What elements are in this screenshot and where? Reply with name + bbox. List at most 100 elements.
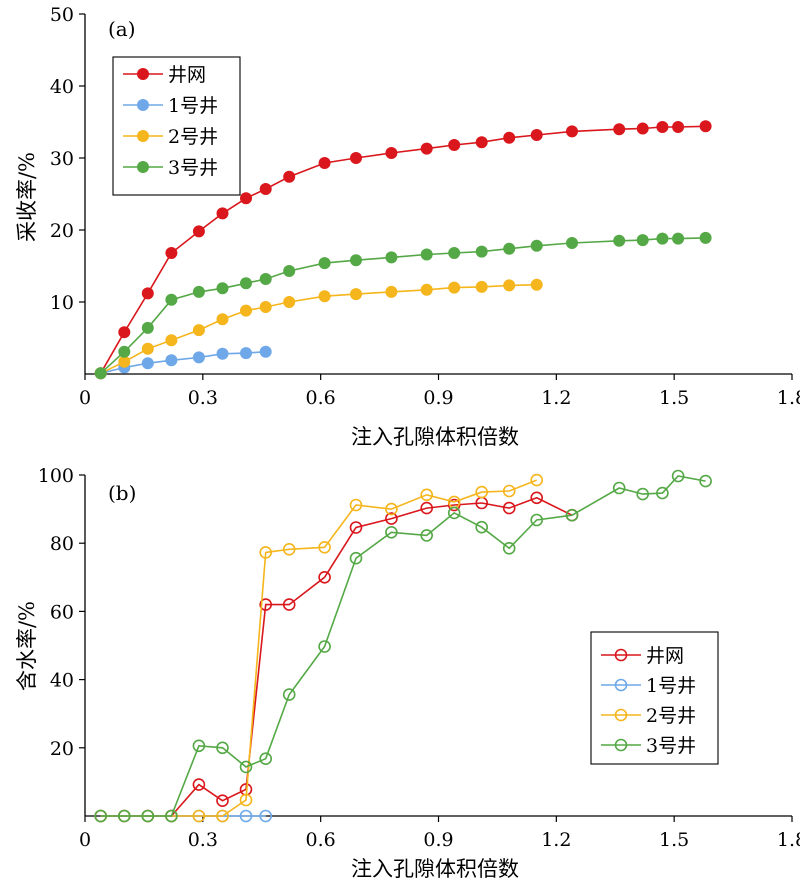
chart-b-data-point	[656, 486, 669, 500]
chart-b-y-tick-label: 80	[50, 533, 74, 555]
chart-a-y-tick-label: 50	[50, 4, 74, 26]
chart-a-data-point	[448, 281, 461, 294]
chart-a-legend-label: 井网	[168, 64, 206, 86]
chart-a-data-point	[259, 273, 272, 285]
chart-b-data-point	[475, 520, 489, 534]
chart-b-data-point	[282, 688, 296, 701]
chart-b-x-tick-label: 1.8	[777, 829, 800, 851]
chart-a-data-point	[259, 183, 272, 195]
chart-a-data-point	[283, 170, 296, 183]
chart-b-data-point	[447, 498, 461, 512]
chart-a-x-tick-label: 1.5	[659, 387, 689, 409]
chart-a-data-point	[165, 354, 178, 367]
chart-a-legend-swatch-marker	[137, 161, 149, 173]
chart-b-data-point	[349, 521, 363, 534]
chart-a-data-point	[636, 234, 649, 247]
chart-a-legend-swatch-marker	[137, 130, 149, 142]
chart-a-data-point	[216, 313, 229, 326]
chart-b-data-point	[447, 506, 461, 520]
chart-b-data-point	[699, 474, 712, 488]
chart-a-x-tick-label: 0.3	[188, 387, 218, 409]
chart-a-legend-label: 2号井	[168, 126, 218, 148]
chart-b-data-point	[216, 741, 229, 755]
chart-b-legend-swatch-marker	[614, 678, 628, 692]
chart-a-x-axis-label: 注入孔隙体积倍数	[351, 425, 519, 449]
chart-b-data-point	[318, 640, 331, 653]
chart-b-data-point	[192, 809, 206, 823]
chart-a-data-point	[240, 192, 252, 205]
chart-a: (a) 注入孔隙体积倍数 采收率/% 0 0.3 0.6 0.9 1.2 1.5 1.8 10…	[15, 4, 800, 449]
chart-b-y-tick-label: 100	[38, 465, 74, 487]
chart-b-data-point	[192, 778, 206, 791]
chart-b-data-point	[192, 739, 206, 753]
chart-a-legend-swatch-marker	[137, 99, 149, 111]
chart-b-data-point	[318, 570, 331, 584]
chart-a-data-point	[448, 139, 461, 151]
chart-a-y-tick-label: 30	[50, 148, 74, 170]
chart-b-data-point	[259, 752, 273, 766]
chart-a-data-point	[530, 239, 543, 252]
chart-a-legend-box	[112, 56, 241, 196]
chart-a-data-point	[503, 131, 516, 144]
chart-b-data-point	[502, 484, 516, 498]
chart-b-y-tick-label: 20	[50, 738, 74, 760]
chart-b-x-tick-label: 0	[79, 829, 91, 851]
chart-b-y-tick-label: 60	[50, 601, 74, 623]
chart-a-legend-label: 3号井	[168, 157, 218, 179]
chart-a-data-point	[192, 324, 205, 337]
chart-a-data-point	[503, 279, 516, 292]
chart-a-data-point	[216, 347, 229, 360]
chart-a-data-point	[613, 234, 626, 247]
chart-a-data-point	[240, 304, 252, 317]
chart-a-data-point	[118, 345, 131, 358]
chart-a-y-axis-label: 采收率/%	[15, 152, 39, 242]
chart-b-legend-swatch-marker	[614, 738, 628, 752]
chart-b-legend-box	[590, 631, 719, 765]
chart-b-data-point	[94, 809, 107, 823]
chart-a-x-tick-label: 1.2	[541, 387, 571, 409]
chart-a-data-point	[475, 245, 488, 258]
chart-b-legend-label: 1号井	[646, 675, 696, 697]
chart-a-legend-label: 1号井	[168, 95, 218, 117]
chart-a-data-point	[656, 121, 669, 133]
chart-a-data-point	[699, 231, 712, 244]
chart-b-data-point	[530, 513, 544, 527]
chart-b-data-point	[636, 487, 650, 501]
chart-a-data-point	[216, 207, 229, 220]
chart-a-data-point	[259, 301, 272, 313]
chart-a-panel-label: (a)	[108, 17, 136, 41]
chart-b-y-tick-label: 40	[50, 670, 74, 692]
chart-b-panel-label: (b)	[108, 481, 136, 505]
chart-b-data-point	[239, 760, 253, 774]
chart-a-data-point	[318, 157, 331, 169]
chart-a-data-point	[566, 237, 578, 249]
chart-a-data-point	[192, 285, 205, 298]
chart-a-data-point	[530, 278, 543, 291]
chart-b-data-point	[420, 488, 434, 502]
chart-a-x-tick-label: 0	[79, 387, 91, 409]
chart-a-data-point	[636, 122, 649, 135]
chart-a-data-point	[420, 142, 433, 155]
chart-a-data-point	[318, 257, 331, 270]
chart-b-data-point	[349, 498, 363, 512]
chart-a-x-tick-label: 0.6	[306, 387, 336, 409]
chart-b-data-point	[420, 529, 434, 542]
chart-b-legend-label: 3号井	[646, 735, 696, 757]
chart-b-data-point	[502, 541, 516, 555]
chart-b-data-point	[239, 793, 253, 807]
chart-a-data-point	[613, 123, 626, 136]
chart-a-data-point	[216, 282, 229, 295]
chart-a-data-point	[165, 334, 178, 347]
chart-a-data-point	[192, 225, 205, 238]
chart-a-data-point	[165, 247, 178, 259]
chart-b-data-point	[259, 546, 273, 559]
chart-a-data-point	[118, 326, 131, 339]
chart-a-data-point	[141, 287, 154, 300]
chart-a-data-point	[94, 367, 107, 380]
chart-a-data-point	[656, 232, 669, 245]
chart-a-data-point	[118, 355, 131, 368]
chart-b-x-axis-label: 注入孔隙体积倍数	[351, 857, 519, 881]
chart-b-data-point	[612, 481, 626, 495]
chart-a-y-tick-label: 40	[50, 76, 74, 98]
chart-a-data-point	[420, 248, 433, 261]
